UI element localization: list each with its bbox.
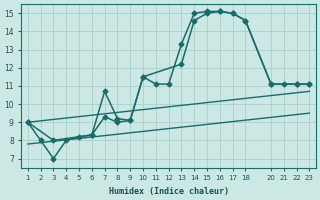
X-axis label: Humidex (Indice chaleur): Humidex (Indice chaleur) bbox=[108, 187, 228, 196]
